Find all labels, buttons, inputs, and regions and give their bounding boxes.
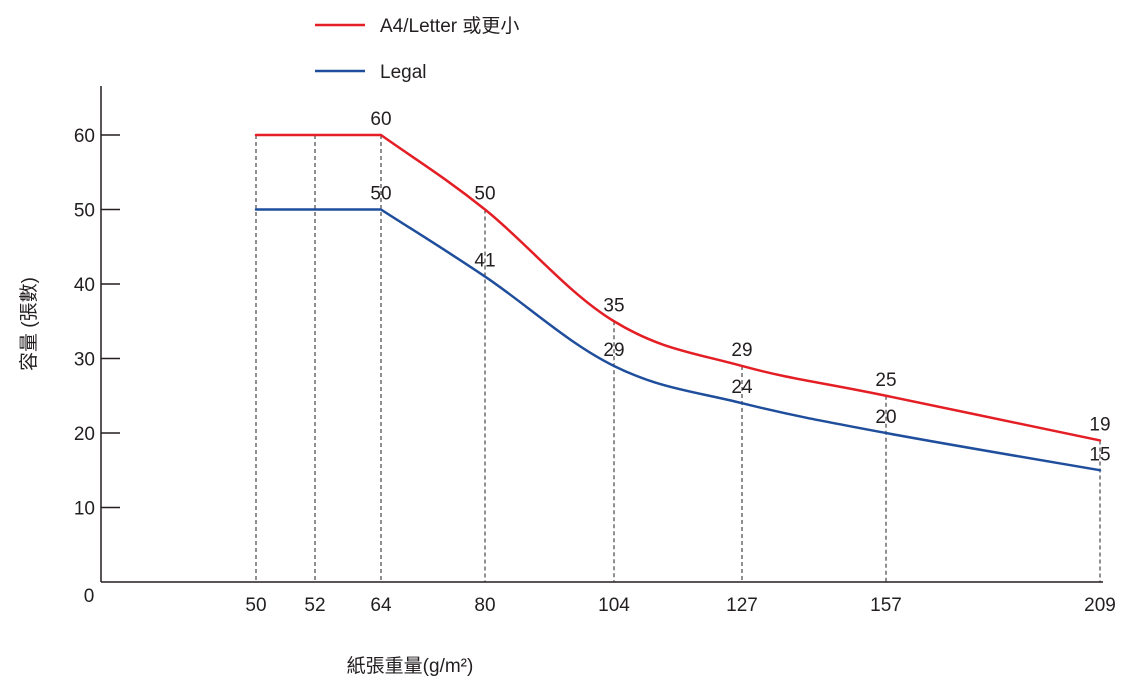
y-tick-label: 10: [74, 499, 95, 520]
data-label: 29: [731, 340, 752, 361]
y-tick-label: 40: [74, 275, 95, 296]
x-tick-label: 52: [304, 595, 325, 616]
y-ticks: 10 20 30 40 50 60: [74, 126, 120, 520]
y-tick-label: 30: [74, 350, 95, 371]
data-label: 24: [731, 377, 753, 398]
axes: [100, 86, 1103, 583]
legend-label-legal: Legal: [380, 62, 427, 83]
series-line-a4-letter: [254, 133, 1102, 442]
x-axis-title: 紙張重量(g/m²): [347, 655, 474, 677]
x-tick-label: 127: [726, 595, 758, 616]
data-label: 35: [603, 295, 624, 316]
data-label: 29: [603, 340, 624, 361]
x-ticks: 50 52 64 80 104 127 157 209: [245, 595, 1115, 616]
y-tick-label: 50: [74, 201, 95, 222]
data-label: 19: [1089, 414, 1110, 435]
x-tick-label: 157: [870, 595, 902, 616]
x-tick-label: 80: [474, 595, 495, 616]
x-tick-label: 104: [598, 595, 630, 616]
legend-label-a4-letter: A4/Letter 或更小: [380, 15, 519, 37]
series-lines: [254, 133, 1102, 472]
x-tick-label: 50: [245, 595, 266, 616]
x-tick-label: 64: [370, 595, 392, 616]
data-label: 50: [370, 184, 391, 205]
data-label: 20: [875, 407, 896, 428]
data-labels: 60 50 35 29 25 19 50 41 29 24 20 15: [370, 109, 1110, 465]
data-label: 50: [474, 184, 495, 205]
legend: A4/Letter 或更小 Legal: [315, 15, 519, 83]
y-tick-label: 60: [74, 126, 95, 147]
origin-label: 0: [84, 586, 95, 607]
data-label: 41: [474, 251, 495, 272]
series-line-legal: [254, 208, 1102, 472]
data-label: 25: [875, 370, 896, 391]
y-axis-title: 容量 (張數): [18, 277, 40, 371]
data-label: 60: [370, 109, 391, 130]
data-label: 15: [1089, 444, 1110, 465]
x-tick-label: 209: [1084, 595, 1116, 616]
y-tick-label: 20: [74, 424, 95, 445]
